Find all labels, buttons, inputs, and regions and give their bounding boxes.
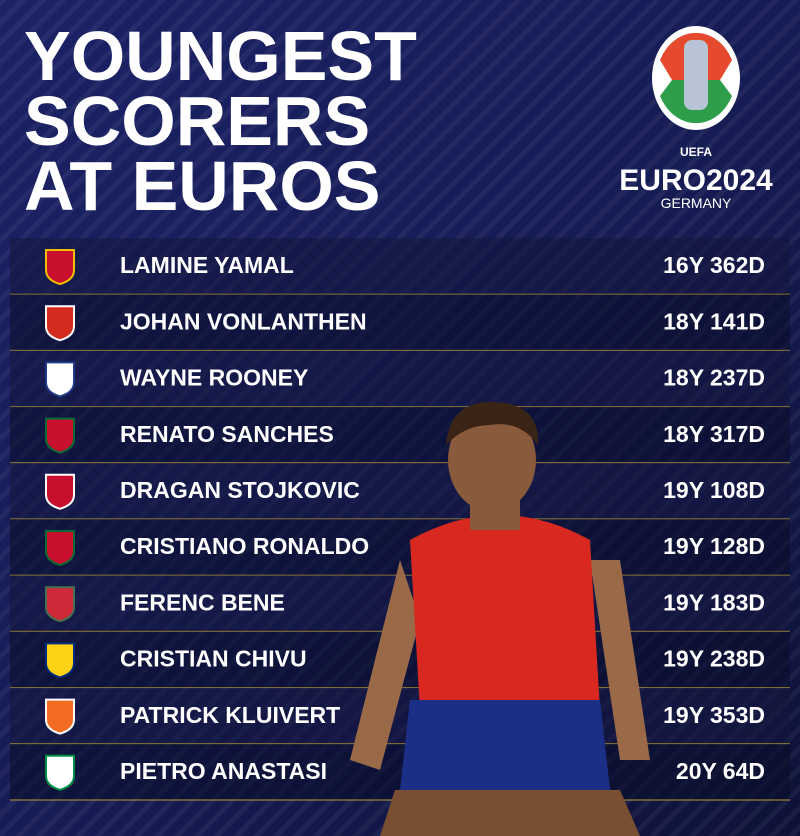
player-name: PATRICK KLUIVERT xyxy=(120,702,340,728)
player-photo xyxy=(350,401,650,836)
player-shirt xyxy=(410,515,600,710)
player-age: 20Y 64D xyxy=(676,758,765,784)
player-name: RENATO SANCHES xyxy=(120,421,334,447)
row-background xyxy=(10,462,790,519)
crest-icon xyxy=(45,586,75,623)
player-shorts xyxy=(400,700,610,790)
player-name: DRAGAN STOJKOVIC xyxy=(120,477,360,503)
row-background xyxy=(10,687,790,744)
crest-icon xyxy=(45,642,75,679)
row-background xyxy=(10,406,790,463)
crest-icon xyxy=(45,754,75,791)
player-name: CRISTIANO RONALDO xyxy=(120,533,369,559)
player-age: 18Y 141D xyxy=(663,308,765,334)
player-hair xyxy=(446,401,539,445)
player-age: 18Y 317D xyxy=(663,421,765,447)
logo-trophy xyxy=(684,40,708,110)
logo-event: EURO2024 xyxy=(619,164,773,197)
crest-icon xyxy=(45,361,75,398)
title-line: AT EUROS xyxy=(24,147,381,225)
player-age: 19Y 238D xyxy=(663,646,765,672)
crest-icon xyxy=(45,698,75,735)
crest-icon xyxy=(45,305,75,342)
row-background xyxy=(10,350,790,407)
player-arm xyxy=(590,560,650,760)
player-name: PIETRO ANASTASI xyxy=(120,758,327,784)
player-name: JOHAN VONLANTHEN xyxy=(120,308,367,334)
logo: UEFA EURO2024 GERMANY xyxy=(619,26,773,211)
player-age: 18Y 237D xyxy=(663,365,765,391)
crest-icon xyxy=(45,249,75,286)
crest-icon xyxy=(45,530,75,567)
player-age: 19Y 353D xyxy=(663,702,765,728)
player-name: CRISTIAN CHIVU xyxy=(120,646,307,672)
row-background xyxy=(10,294,790,351)
player-name: FERENC BENE xyxy=(120,589,285,615)
player-age: 19Y 183D xyxy=(663,589,765,615)
title-line: SCORERS xyxy=(24,82,370,160)
crest-icon xyxy=(45,417,75,454)
table-text: LAMINE YAMAL 16Y 362D JOHAN VONLANTHEN 18Y … xyxy=(120,252,765,784)
crest-icon xyxy=(45,473,75,510)
player-age: 19Y 128D xyxy=(663,533,765,559)
player-name: LAMINE YAMAL xyxy=(120,252,294,278)
player-name: WAYNE ROONEY xyxy=(120,365,308,391)
row-background xyxy=(10,238,790,295)
player-head xyxy=(448,408,536,512)
player-age: 19Y 108D xyxy=(663,477,765,503)
player-legs xyxy=(380,790,640,836)
title-line: YOUNGEST xyxy=(24,17,417,95)
player-age: 16Y 362D xyxy=(663,252,765,278)
player-arm xyxy=(350,560,420,770)
logo-org: UEFA xyxy=(680,145,712,159)
logo-host: GERMANY xyxy=(661,195,732,211)
